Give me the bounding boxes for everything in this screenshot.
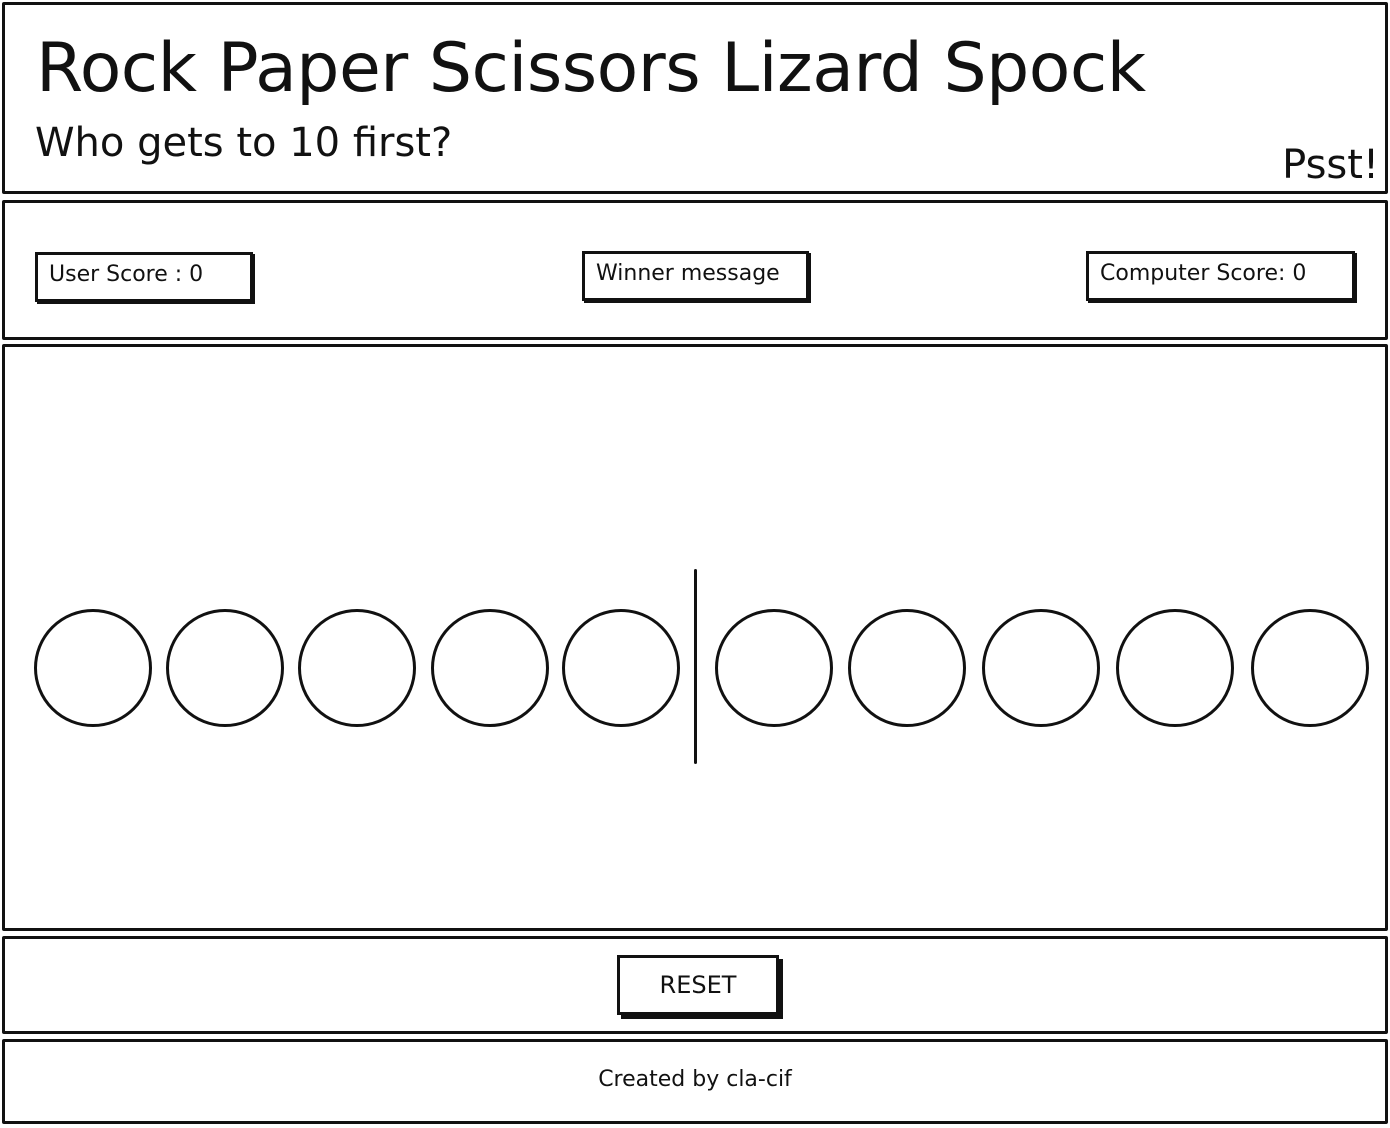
footer-credit: Created by cla-cif bbox=[598, 1067, 792, 1092]
page-header: Rock Paper Scissors Lizard Spock Who get… bbox=[2, 2, 1388, 194]
reset-button[interactable]: RESET bbox=[617, 955, 779, 1015]
hint-link[interactable]: Psst! bbox=[1282, 142, 1379, 188]
user-score: User Score : 0 bbox=[35, 252, 253, 302]
computer-choice-1 bbox=[715, 609, 833, 727]
user-choice-1[interactable] bbox=[34, 609, 152, 727]
page-title: Rock Paper Scissors Lizard Spock bbox=[36, 29, 1146, 108]
arena-divider bbox=[694, 569, 697, 764]
game-arena bbox=[2, 344, 1388, 931]
winner-message: Winner message bbox=[582, 251, 809, 301]
user-choice-4[interactable] bbox=[431, 609, 549, 727]
page-subtitle: Who gets to 10 first? bbox=[35, 120, 453, 166]
page-footer: Created by cla-cif bbox=[2, 1039, 1388, 1124]
scoreboard: User Score : 0 Winner message Computer S… bbox=[2, 200, 1388, 340]
computer-score: Computer Score: 0 bbox=[1086, 251, 1355, 301]
computer-choice-3 bbox=[982, 609, 1100, 727]
user-choice-3[interactable] bbox=[298, 609, 416, 727]
computer-choice-5 bbox=[1251, 609, 1369, 727]
controls-bar: RESET bbox=[2, 936, 1388, 1034]
user-choice-5[interactable] bbox=[562, 609, 680, 727]
computer-choice-4 bbox=[1116, 609, 1234, 727]
user-choice-2[interactable] bbox=[166, 609, 284, 727]
computer-choice-2 bbox=[848, 609, 966, 727]
